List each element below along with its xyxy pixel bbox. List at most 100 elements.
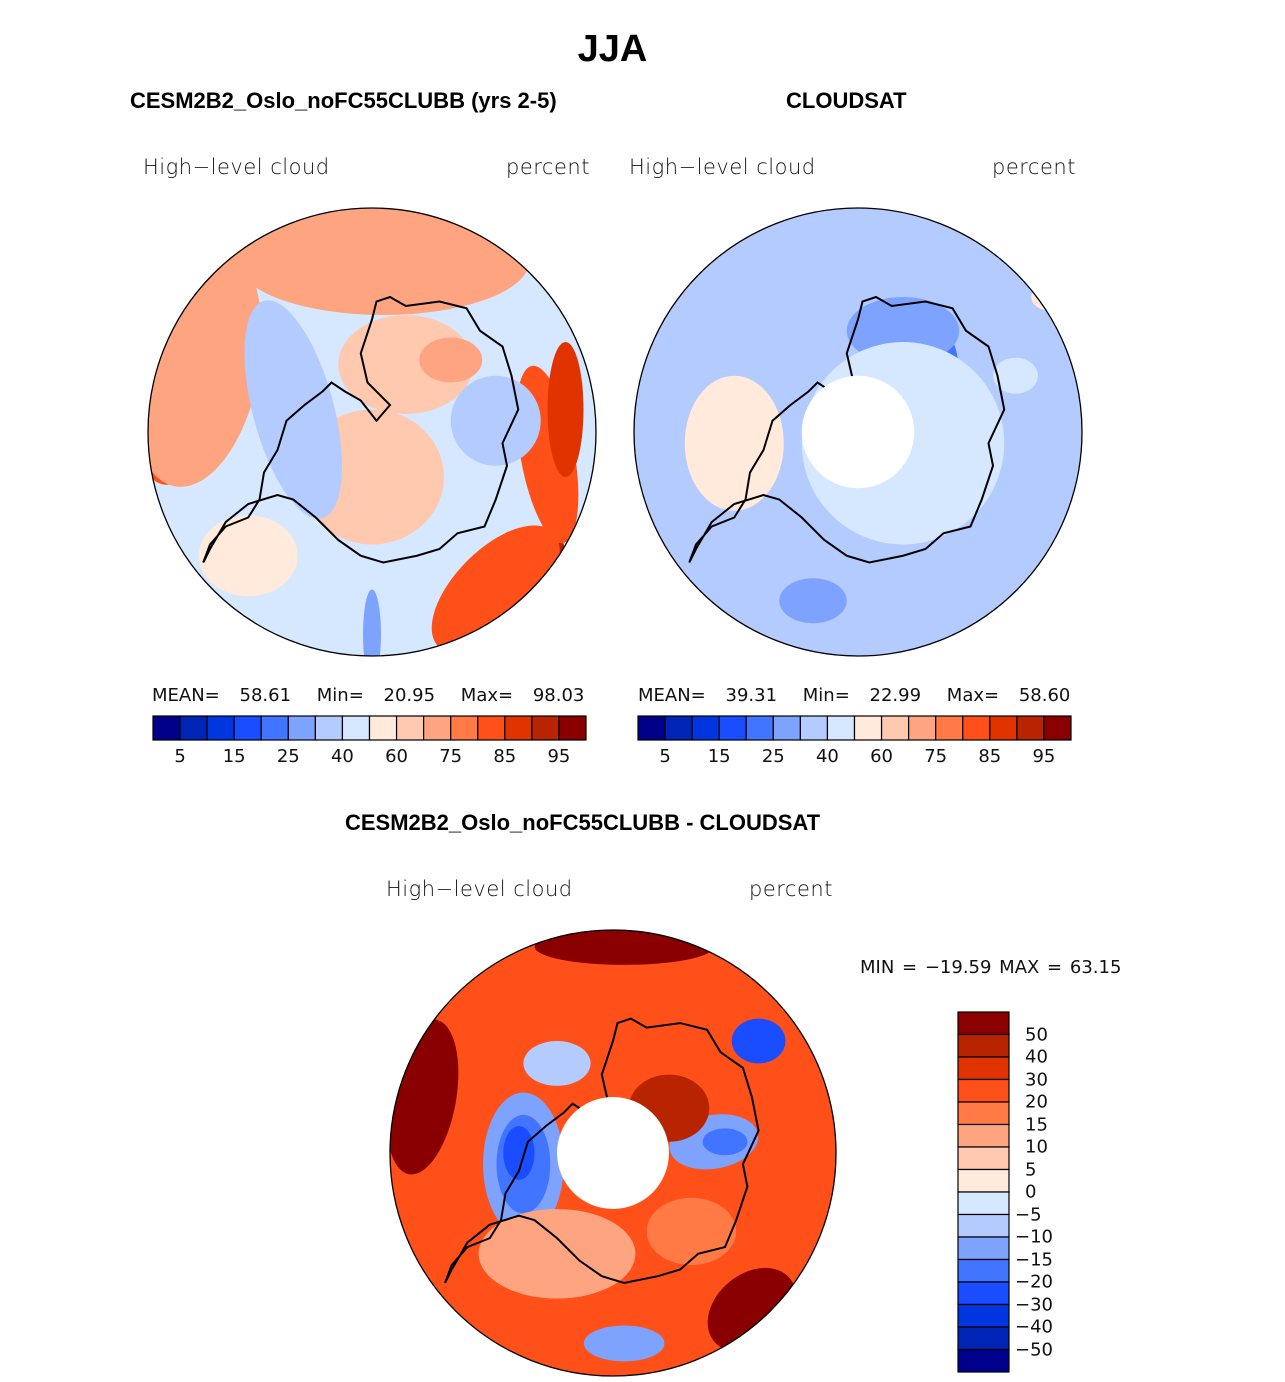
colorbar-tick-label: 60	[385, 746, 409, 767]
contour-region	[198, 515, 298, 597]
panel3-min-max-text: MIN = −19.59 MAX = 63.15	[860, 957, 1122, 978]
colorbar-box	[799, 715, 829, 741]
contour-region	[779, 578, 847, 624]
contour-region	[993, 357, 1038, 394]
panel1-title: CESM2B2_Oslo_noFC55CLUBB (yrs 2-5)	[130, 88, 557, 113]
colorbar-box	[957, 1191, 1010, 1216]
colorbar-box	[772, 715, 801, 741]
colorbar-tick-label: 30	[1025, 1069, 1048, 1090]
colorbar-box	[504, 715, 533, 741]
colorbar-box	[206, 715, 235, 741]
colorbar-tick-label: 20	[1025, 1091, 1048, 1113]
panel2-max-value: 58.60	[1018, 685, 1071, 706]
colorbar-tick-label: 5	[659, 746, 671, 767]
panel2-min-value: 22.99	[869, 685, 922, 706]
contour-region	[419, 337, 483, 383]
panel3-colorbar	[957, 1011, 1010, 1373]
panel2-colorbar-ticks: 5 15 25 40 60 75 85 95	[638, 746, 1071, 770]
panel1-colorbar	[152, 715, 587, 741]
panel2-map	[633, 207, 1083, 657]
colorbar-box	[935, 715, 964, 741]
contour-region	[363, 589, 381, 656]
colorbar-tick-label: −30	[1015, 1294, 1053, 1315]
figure-title: JJA	[577, 28, 648, 70]
panel2-mean-label: MEAN=	[638, 685, 706, 706]
colorbar-box	[718, 715, 747, 741]
contour-region	[244, 300, 343, 519]
panel1-min-label: Min=	[316, 685, 364, 706]
colorbar-box	[957, 1123, 1010, 1148]
contour-region	[503, 1126, 535, 1180]
map-boundary-circle	[389, 929, 837, 1377]
panel1-colorbar-ticks: 5 15 25 40 60 75 85 95	[153, 746, 586, 770]
colorbar-box	[745, 715, 774, 741]
panel1-max-label: Max=	[460, 685, 514, 706]
colorbar-tick-label: −40	[1015, 1316, 1053, 1338]
panel1-mean-value: 58.61	[239, 685, 292, 706]
colorbar-tick-label: 10	[1025, 1136, 1048, 1158]
map-boundary-circle	[147, 207, 597, 657]
colorbar-box	[1016, 715, 1045, 741]
contour-region	[702, 1128, 748, 1156]
colorbar-tick-label: 60	[870, 746, 894, 767]
colorbar-box	[260, 715, 289, 741]
panel2-max-label: Max=	[946, 685, 1000, 706]
missing-data-polar-cap	[801, 375, 915, 489]
colorbar-tick-label: 50	[1025, 1024, 1048, 1045]
colorbar-box	[637, 715, 666, 741]
antarctica-coastline	[202, 295, 520, 564]
colorbar-box	[957, 1056, 1010, 1081]
colorbar-tick-label: 25	[276, 746, 300, 767]
panel2-mean-value: 39.31	[725, 685, 778, 706]
colorbar-box	[962, 715, 991, 741]
colorbar-tick-label: 0	[1025, 1181, 1037, 1203]
colorbar-box	[341, 715, 371, 741]
colorbar-tick-label: −15	[1015, 1249, 1053, 1270]
colorbar-box	[287, 715, 316, 741]
colorbar-box	[314, 715, 344, 741]
contour-region	[431, 525, 560, 654]
colorbar-box	[423, 715, 452, 741]
colorbar-box	[957, 1213, 1010, 1238]
colorbar-box	[957, 1303, 1010, 1328]
panel3-title: CESM2B2_Oslo_noFC55CLUBB - CLOUDSAT	[345, 810, 821, 835]
colorbar-tick-label: 75	[439, 746, 463, 767]
colorbar-tick-label: 95	[547, 746, 571, 767]
colorbar-box	[957, 1168, 1010, 1193]
colorbar-box	[664, 715, 693, 741]
contour-region	[534, 930, 714, 965]
panel3-variable-label: High−level cloud	[386, 877, 573, 901]
panel1-units-label: percent	[506, 155, 590, 179]
panel3-map	[389, 929, 837, 1377]
colorbar-tick-label: 15	[222, 746, 246, 767]
colorbar-tick-label: −50	[1015, 1339, 1053, 1360]
colorbar-box	[908, 715, 937, 741]
colorbar-box	[179, 715, 208, 741]
contour-region	[523, 1041, 591, 1086]
panel2-units-label: percent	[992, 155, 1076, 179]
colorbar-box	[395, 715, 425, 741]
colorbar-box	[531, 715, 560, 741]
colorbar-tick-label: −10	[1015, 1226, 1053, 1248]
colorbar-box	[233, 715, 262, 741]
colorbar-tick-label: −5	[1015, 1204, 1042, 1225]
panel2-variable-label: High−level cloud	[629, 155, 816, 179]
colorbar-tick-label: 40	[815, 746, 839, 767]
colorbar-tick-label: 25	[761, 746, 785, 767]
colorbar-box	[691, 715, 720, 741]
colorbar-box	[880, 715, 910, 741]
missing-data-polar-cap	[557, 1097, 669, 1209]
colorbar-box	[957, 1078, 1010, 1103]
panel1-variable-label: High−level cloud	[143, 155, 330, 179]
panel1-min-value: 20.95	[383, 685, 436, 706]
colorbar-box	[1043, 715, 1072, 741]
colorbar-box	[957, 1011, 1010, 1036]
contour-region	[237, 208, 530, 315]
colorbar-box	[989, 715, 1018, 741]
contour-region	[583, 1325, 665, 1362]
colorbar-tick-label: 85	[978, 746, 1002, 767]
colorbar-box	[450, 715, 479, 741]
colorbar-tick-label: 15	[1025, 1114, 1048, 1135]
map-boundary-circle	[633, 207, 1083, 657]
colorbar-tick-label: 5	[174, 746, 186, 767]
